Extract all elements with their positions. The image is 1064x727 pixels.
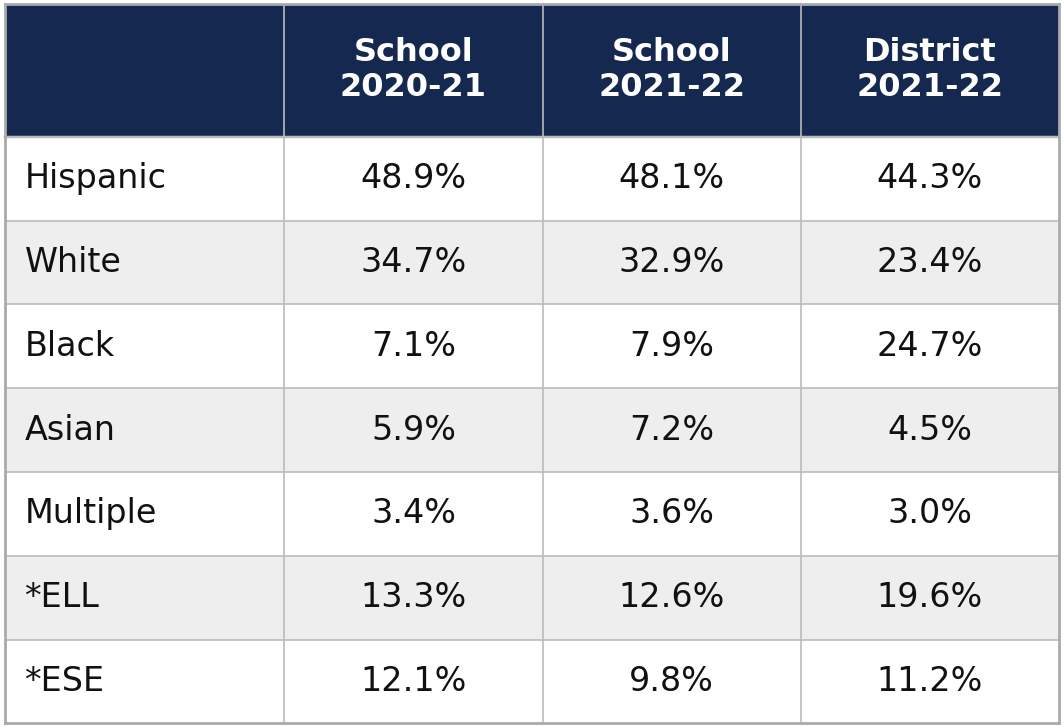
Text: Multiple: Multiple: [24, 497, 156, 531]
Bar: [284, 640, 543, 723]
Text: 24.7%: 24.7%: [877, 330, 983, 363]
Text: Asian: Asian: [24, 414, 116, 446]
Bar: [543, 4, 800, 137]
Text: 2021-22: 2021-22: [857, 72, 1003, 103]
Bar: [800, 555, 1059, 640]
Text: 48.9%: 48.9%: [361, 162, 466, 195]
Bar: [543, 305, 800, 388]
Text: 7.9%: 7.9%: [629, 330, 714, 363]
Bar: [284, 4, 543, 137]
Text: Black: Black: [24, 330, 115, 363]
Bar: [5, 305, 284, 388]
Bar: [284, 305, 543, 388]
Text: 12.6%: 12.6%: [618, 581, 725, 614]
Text: 2021-22: 2021-22: [598, 72, 745, 103]
Bar: [800, 137, 1059, 220]
Bar: [543, 640, 800, 723]
Bar: [543, 220, 800, 305]
Bar: [800, 640, 1059, 723]
Text: 23.4%: 23.4%: [877, 246, 983, 279]
Text: 48.1%: 48.1%: [618, 162, 725, 195]
Bar: [800, 472, 1059, 555]
Bar: [543, 137, 800, 220]
Bar: [543, 388, 800, 472]
Text: District: District: [863, 37, 996, 68]
Bar: [5, 555, 284, 640]
Text: 34.7%: 34.7%: [361, 246, 467, 279]
Text: 12.1%: 12.1%: [361, 665, 467, 698]
Bar: [800, 305, 1059, 388]
Text: 5.9%: 5.9%: [371, 414, 456, 446]
Text: 3.0%: 3.0%: [887, 497, 972, 531]
Text: White: White: [24, 246, 121, 279]
Text: Hispanic: Hispanic: [24, 162, 166, 195]
Text: 7.1%: 7.1%: [371, 330, 456, 363]
Bar: [284, 555, 543, 640]
Text: 4.5%: 4.5%: [887, 414, 972, 446]
Text: 13.3%: 13.3%: [361, 581, 467, 614]
Text: 3.6%: 3.6%: [629, 497, 714, 531]
Text: 9.8%: 9.8%: [629, 665, 714, 698]
Bar: [284, 137, 543, 220]
Text: 7.2%: 7.2%: [629, 414, 714, 446]
Bar: [543, 472, 800, 555]
Bar: [5, 137, 284, 220]
Text: 44.3%: 44.3%: [877, 162, 983, 195]
Text: School: School: [612, 37, 731, 68]
Bar: [5, 388, 284, 472]
Bar: [5, 640, 284, 723]
Text: *ESE: *ESE: [24, 665, 104, 698]
Bar: [5, 220, 284, 305]
Bar: [543, 555, 800, 640]
Bar: [5, 472, 284, 555]
Text: *ELL: *ELL: [24, 581, 99, 614]
Text: 3.4%: 3.4%: [371, 497, 456, 531]
Bar: [284, 388, 543, 472]
Bar: [800, 388, 1059, 472]
Bar: [800, 220, 1059, 305]
Text: 2020-21: 2020-21: [340, 72, 487, 103]
Bar: [284, 472, 543, 555]
Bar: [5, 4, 284, 137]
Text: 32.9%: 32.9%: [618, 246, 725, 279]
Text: 11.2%: 11.2%: [877, 665, 983, 698]
Bar: [800, 4, 1059, 137]
Bar: [284, 220, 543, 305]
Text: 19.6%: 19.6%: [877, 581, 983, 614]
Text: School: School: [353, 37, 473, 68]
